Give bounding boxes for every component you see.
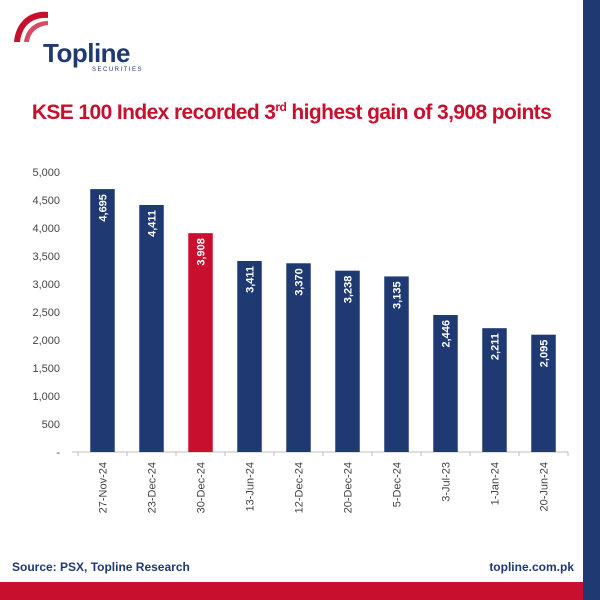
y-tick-label: 2,000 bbox=[32, 335, 60, 347]
bar bbox=[433, 315, 458, 452]
x-tick-label: 27-Nov-24 bbox=[98, 462, 110, 513]
x-tick-label: 12-Dec-24 bbox=[294, 462, 306, 513]
bar-value-label: 3,411 bbox=[245, 266, 257, 293]
y-tick-label: 1,000 bbox=[32, 391, 60, 403]
bar-value-label: 2,095 bbox=[539, 340, 551, 368]
x-tick-label: 1-Jan-24 bbox=[490, 462, 502, 505]
y-tick-label: 1,500 bbox=[32, 363, 60, 375]
website-link[interactable]: topline.com.pk bbox=[489, 560, 574, 574]
right-accent-bar bbox=[583, 0, 600, 600]
bar-value-label: 3,238 bbox=[343, 276, 355, 304]
y-tick-label: 500 bbox=[42, 419, 60, 431]
bar-value-label: 4,695 bbox=[98, 194, 110, 222]
bar-value-label: 2,211 bbox=[490, 333, 502, 360]
bar bbox=[188, 233, 213, 452]
bar-value-label: 3,370 bbox=[294, 268, 306, 296]
bar bbox=[286, 263, 311, 452]
y-tick-label: - bbox=[56, 447, 60, 459]
x-tick-label: 20-Jun-24 bbox=[539, 462, 551, 512]
logo-subtitle: SECURITIES bbox=[92, 67, 144, 73]
bar bbox=[384, 276, 409, 452]
chart-title: KSE 100 Index recorded 3rd highest gain … bbox=[31, 100, 552, 124]
bar-chart: - 500 1,000 1,500 2,000 2,500 3,000 3,500 4,000 4… bbox=[32, 167, 569, 513]
bar bbox=[335, 270, 360, 452]
bar bbox=[139, 204, 164, 452]
x-tick-label: 23-Dec-24 bbox=[147, 462, 159, 513]
x-tick-label: 5-Dec-24 bbox=[392, 462, 404, 507]
x-tick-label: 3-Jul-23 bbox=[441, 462, 453, 502]
bar-value-label: 3,135 bbox=[392, 281, 404, 309]
logo-wordmark: Topline bbox=[43, 38, 131, 68]
x-tick-label: 20-Dec-24 bbox=[343, 462, 355, 513]
bar-value-label: 2,446 bbox=[441, 320, 453, 348]
y-tick-label: 2,500 bbox=[32, 307, 60, 319]
y-tick-label: 3,500 bbox=[32, 251, 60, 263]
y-tick-label: 3,000 bbox=[32, 279, 60, 291]
source-note: Source: PSX, Topline Research bbox=[12, 560, 190, 574]
y-tick-label: 4,000 bbox=[32, 223, 60, 235]
bottom-accent-bar bbox=[0, 582, 583, 600]
bar bbox=[482, 328, 507, 452]
y-tick-label: 5,000 bbox=[32, 167, 60, 179]
y-tick-label: 4,500 bbox=[32, 195, 60, 207]
bar-value-label: 3,908 bbox=[196, 238, 208, 266]
x-tick-label: 30-Dec-24 bbox=[196, 462, 208, 513]
x-tick-label: 13-Jun-24 bbox=[245, 462, 257, 512]
bar bbox=[90, 189, 115, 452]
bar-value-label: 4,411 bbox=[147, 210, 159, 237]
bar bbox=[237, 260, 262, 452]
topline-logo: Topline SECURITIES bbox=[10, 8, 160, 78]
logo-swoosh-icon bbox=[14, 11, 48, 42]
bar bbox=[531, 334, 556, 452]
